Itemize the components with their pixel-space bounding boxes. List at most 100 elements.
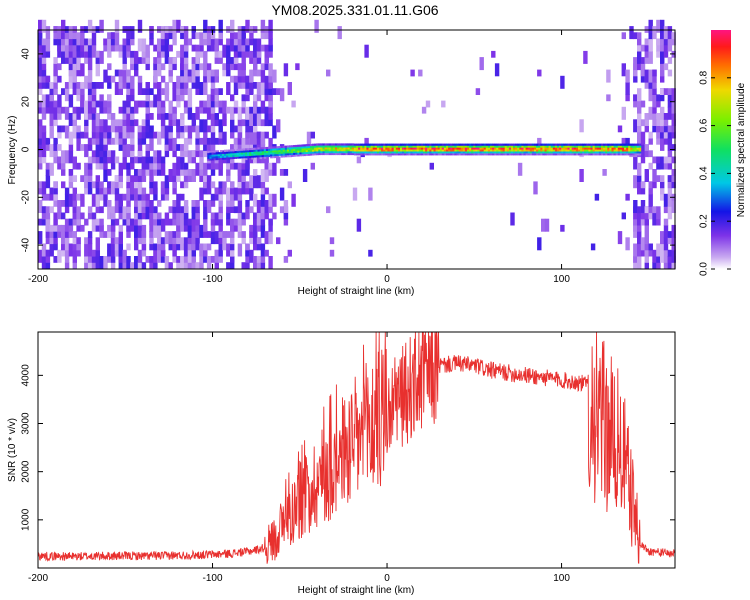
- spectrogram-cell: [137, 19, 143, 33]
- spectrogram-cell: [586, 151, 589, 154]
- spectrogram-cell: [303, 151, 307, 155]
- spectrogram-cell: [379, 143, 382, 146]
- spectrogram-cell: [387, 145, 390, 148]
- spectrogram-cell: [586, 143, 589, 146]
- spectrogram-cell: [441, 151, 445, 154]
- spectrogram-cell: [513, 153, 516, 156]
- spectrogram-cell: [637, 181, 642, 189]
- spectrogram-cell: [626, 147, 629, 150]
- spectrogram-cell: [393, 145, 397, 148]
- spectrogram-cell: [87, 137, 93, 145]
- spectrogram-cell: [561, 153, 564, 156]
- spectrogram-cell: [429, 153, 432, 156]
- spectrogram-cell: [126, 69, 131, 77]
- spectrogram-cell: [61, 32, 66, 40]
- spectrogram-cell: [561, 151, 564, 154]
- spectrogram-cell: [41, 106, 47, 114]
- spectrogram-cell: [454, 147, 457, 150]
- spectrogram-cell: [667, 162, 673, 170]
- spectrogram-cell: [230, 119, 235, 133]
- spectrogram-cell: [644, 113, 649, 120]
- spectrogram-cell: [260, 137, 266, 145]
- spectrogram-cell: [118, 106, 123, 114]
- spectrogram-cell: [640, 44, 646, 52]
- spectrogram-cell: [351, 149, 355, 152]
- spectrogram-cell: [548, 151, 552, 154]
- spectrogram-cell: [134, 237, 139, 251]
- spectrogram-cell: [408, 143, 411, 146]
- spectrogram-cell: [337, 145, 340, 148]
- spectrogram-cell: [471, 147, 474, 150]
- spectrogram-cell: [291, 147, 294, 150]
- spectrogram-cell: [364, 153, 367, 156]
- spectrogram-cell: [312, 143, 315, 146]
- spectrogram-cell: [260, 131, 266, 139]
- spectrogram-cell: [404, 143, 407, 146]
- spectrogram-cell: [636, 143, 640, 146]
- spectrogram-cell: [498, 147, 501, 150]
- spectrogram-cell: [95, 100, 100, 108]
- spectrogram-cell: [353, 149, 357, 152]
- spectrogram-cell: [624, 145, 627, 148]
- spectrogram-cell: [203, 131, 208, 145]
- spectrogram-cell: [84, 144, 89, 158]
- spectrogram-cell: [548, 153, 552, 156]
- spectrogram-cell: [107, 150, 112, 158]
- spectrogram-cell: [160, 88, 166, 95]
- spectrogram-cell: [429, 162, 434, 170]
- spectrogram-cell: [257, 151, 260, 154]
- spectrogram-cell: [276, 151, 279, 155]
- spectrogram-cell: [437, 145, 441, 148]
- spectrogram-cell: [571, 149, 575, 152]
- spectrogram-cell: [443, 151, 447, 154]
- spectrogram-cell: [467, 149, 470, 152]
- spectrogram-cell: [527, 147, 531, 150]
- spectrogram-cell: [525, 149, 529, 152]
- spectrogram-cell: [183, 63, 189, 71]
- spectrogram-cell: [122, 100, 127, 114]
- spectrogram-cell: [107, 32, 112, 40]
- spectrogram-cell: [427, 145, 430, 148]
- spectrogram-cell: [523, 143, 526, 146]
- spectrogram-cell: [64, 249, 70, 263]
- spectrogram-cell: [80, 32, 85, 46]
- spectrogram-cell: [130, 156, 135, 164]
- spectrogram-cell: [222, 119, 227, 127]
- spectrogram-cell: [114, 32, 120, 46]
- spectrogram-cell: [203, 218, 208, 232]
- spectrogram-cell: [456, 145, 459, 148]
- spectrogram-cell: [280, 149, 284, 152]
- spectrogram-cell: [314, 19, 319, 33]
- spectrogram-cell: [99, 256, 104, 269]
- spectrogram-cell: [511, 143, 514, 146]
- spectrogram-cell: [644, 169, 649, 182]
- spectrogram-cell: [624, 149, 627, 152]
- spectrogram-cell: [41, 57, 47, 64]
- spectrogram-cell: [335, 151, 338, 154]
- spectrogram-cell: [506, 145, 510, 148]
- spectrogram-cell: [72, 106, 77, 114]
- spectrogram-cell: [305, 148, 309, 151]
- spectrogram-cell: [293, 148, 296, 151]
- spectrogram-cell: [240, 152, 244, 155]
- spectrogram-cell: [264, 231, 269, 245]
- spectrogram-cell: [245, 150, 248, 153]
- spectrogram-cell: [402, 151, 405, 154]
- spectrogram-cell: [172, 32, 177, 46]
- spectrogram-cell: [303, 148, 307, 151]
- spectrogram-cell: [314, 143, 317, 146]
- spectrogram-cell: [414, 147, 418, 150]
- spectrogram-cell: [57, 200, 62, 207]
- spectrogram-cell: [636, 153, 640, 156]
- spectrogram-cell: [469, 147, 472, 150]
- spectrogram-cell: [41, 243, 47, 257]
- spectrogram-cell: [149, 256, 154, 263]
- spectrogram-cell: [110, 224, 116, 232]
- spectrogram-cell: [347, 143, 351, 146]
- spectrogram-cell: [183, 100, 189, 108]
- spectrogram-cell: [299, 152, 302, 155]
- spectrogram-cell: [218, 100, 223, 108]
- spectrogram-cell: [110, 206, 116, 214]
- spectrogram-cell: [368, 187, 373, 201]
- spectrogram-cell: [613, 151, 617, 154]
